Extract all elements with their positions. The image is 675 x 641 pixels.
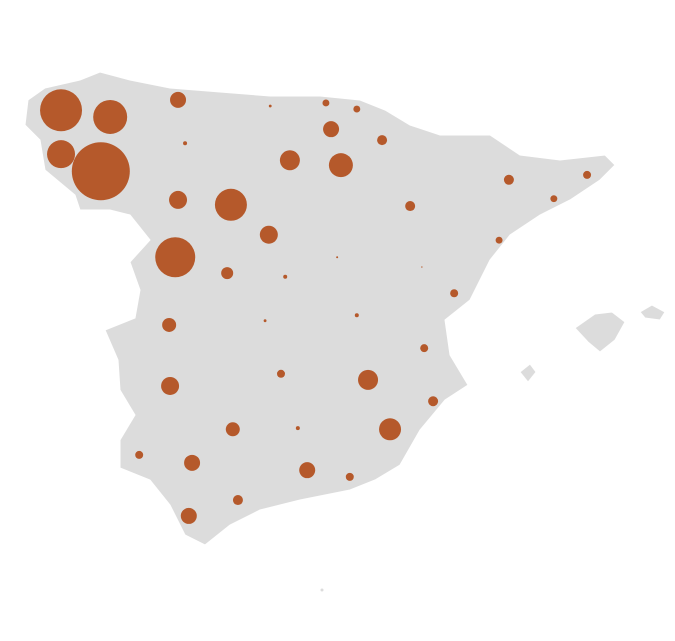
bubble — [495, 236, 503, 244]
bubble — [71, 142, 130, 201]
mainland — [24, 71, 616, 546]
bubble — [169, 190, 188, 209]
bubble — [232, 495, 243, 506]
bubble — [353, 105, 361, 113]
mallorca — [574, 311, 626, 353]
bubble — [550, 195, 558, 203]
bubble — [377, 135, 388, 146]
bubble — [155, 237, 196, 278]
bubble — [421, 266, 423, 268]
bubble — [323, 121, 340, 138]
bubble — [40, 89, 83, 132]
menorca — [639, 304, 666, 321]
bubble — [184, 454, 201, 471]
bubble — [214, 188, 247, 221]
bubble — [162, 317, 177, 332]
bubble — [420, 344, 429, 353]
bubble — [93, 99, 128, 134]
bubble — [135, 450, 144, 459]
bubble — [259, 225, 278, 244]
bubble — [180, 507, 197, 524]
bubble — [354, 313, 359, 318]
bubble — [47, 140, 76, 169]
bubble — [263, 319, 267, 323]
bubble — [322, 99, 330, 107]
bubble — [345, 472, 354, 481]
bubble — [379, 418, 402, 441]
bubble — [170, 91, 187, 108]
ibiza — [519, 363, 537, 383]
bubble — [358, 369, 379, 390]
bubble — [221, 267, 234, 280]
bubble — [583, 170, 592, 179]
bubble — [225, 422, 240, 437]
bubbles — [40, 89, 592, 524]
bubble — [450, 289, 459, 298]
bubble — [428, 396, 439, 407]
islet — [320, 588, 324, 592]
bubble — [295, 426, 300, 431]
bubble — [328, 153, 353, 178]
bubble — [268, 104, 272, 108]
bubble — [183, 141, 188, 146]
bubble — [503, 174, 514, 185]
bubble — [299, 462, 316, 479]
bubble — [405, 201, 416, 212]
bubble — [283, 274, 288, 279]
bubble — [161, 376, 180, 395]
bubble — [279, 150, 300, 171]
bubble — [276, 369, 285, 378]
land — [24, 71, 666, 592]
bubble — [336, 256, 339, 259]
